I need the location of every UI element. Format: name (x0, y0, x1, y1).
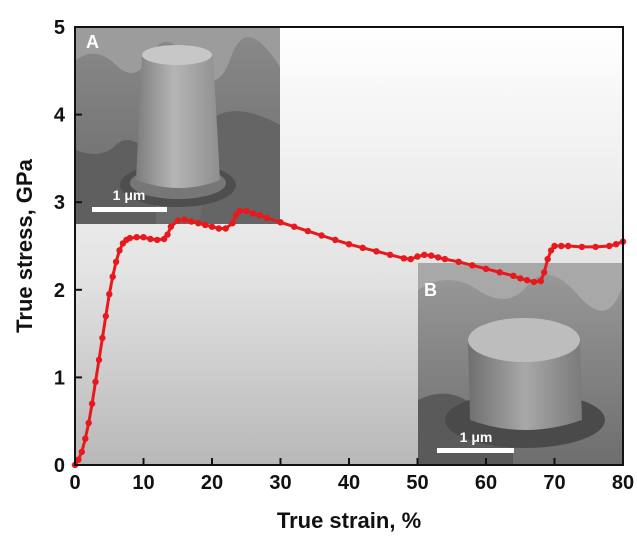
data-point (345, 241, 353, 248)
data-point (188, 218, 195, 225)
data-point (195, 220, 202, 227)
data-point (523, 277, 531, 284)
data-point (229, 220, 236, 227)
data-point (256, 212, 264, 219)
data-point (243, 207, 250, 215)
data-point (551, 242, 558, 250)
data-point (78, 448, 86, 456)
y-axis-ticks: 0 1 2 3 4 5 (54, 17, 82, 477)
x-tick-label: 50 (406, 472, 428, 494)
data-point (160, 235, 168, 243)
data-point (510, 272, 517, 279)
data-point (126, 234, 133, 242)
data-point (547, 247, 555, 254)
data-point (482, 265, 490, 272)
data-point (373, 248, 380, 255)
x-tick-label: 70 (543, 472, 565, 494)
data-point (232, 212, 240, 219)
data-point (236, 207, 243, 215)
series-points (71, 207, 627, 469)
data-point (565, 242, 572, 250)
data-point (116, 247, 123, 254)
y-tick-label: 5 (54, 17, 65, 39)
data-point (106, 291, 113, 298)
data-point (530, 278, 538, 286)
data-point (154, 236, 161, 244)
data-point (92, 378, 99, 385)
data-point (215, 225, 222, 232)
data-point (414, 253, 421, 260)
inset-a-letter: A (86, 32, 99, 52)
data-point (112, 258, 120, 265)
data-point (455, 258, 462, 265)
data-point (75, 456, 82, 463)
x-tick-label: 10 (132, 472, 154, 494)
y-axis-label: True stress, GPa (12, 158, 37, 332)
y-tick-label: 3 (54, 192, 65, 214)
data-point (147, 235, 154, 243)
y-tick-label: 2 (54, 280, 65, 302)
data-point (277, 219, 284, 226)
data-point (102, 312, 110, 320)
data-point (434, 254, 442, 261)
data-point (202, 221, 209, 229)
data-point (612, 241, 620, 248)
y-tick-label: 1 (54, 367, 65, 389)
x-axis-ticks: 0 10 20 30 40 50 60 70 80 (69, 458, 634, 494)
inset-a-scale-label: 1 μm (113, 187, 146, 203)
data-point (537, 277, 544, 285)
data-point (428, 252, 435, 259)
y-tick-label: 0 (54, 455, 65, 477)
data-point (164, 231, 171, 238)
inset-b-scale-label: 1 μm (460, 429, 493, 445)
data-point (167, 223, 175, 230)
data-point (85, 419, 92, 427)
x-tick-label: 60 (475, 472, 497, 494)
data-point (407, 255, 414, 263)
inset-b-letter: B (424, 280, 437, 300)
data-point (249, 210, 257, 217)
data-point (558, 242, 565, 250)
inset-a-micrograph: 1 μm A (76, 28, 280, 224)
data-point (544, 255, 551, 263)
x-tick-label: 30 (269, 472, 291, 494)
data-point (359, 244, 366, 251)
x-tick-label: 20 (201, 472, 223, 494)
inset-b-micrograph: 1 μm B (418, 263, 622, 464)
data-point (88, 400, 96, 407)
data-point (109, 273, 116, 280)
data-point (140, 234, 147, 241)
data-point (222, 225, 229, 232)
data-point (592, 243, 599, 251)
data-point (541, 269, 548, 276)
data-point (386, 251, 394, 258)
y-tick-label: 4 (54, 105, 66, 127)
x-tick-label: 80 (612, 472, 634, 494)
data-point (208, 223, 216, 230)
data-point (469, 262, 476, 269)
data-point (263, 214, 270, 222)
data-point (318, 232, 325, 239)
x-tick-label: 0 (69, 472, 80, 494)
data-point (400, 255, 407, 262)
x-tick-label: 40 (338, 472, 360, 494)
data-point (421, 251, 428, 258)
data-point (517, 275, 524, 282)
x-axis-label: True strain, % (277, 508, 421, 533)
data-point (304, 227, 312, 235)
data-point (133, 234, 140, 241)
data-point (496, 269, 503, 276)
data-point (99, 334, 106, 342)
data-point (95, 356, 103, 364)
data-point (578, 243, 586, 251)
data-point (441, 255, 449, 263)
data-point (174, 217, 181, 224)
data-point (181, 216, 188, 223)
data-point (291, 223, 298, 230)
data-point (606, 242, 613, 250)
data-point (332, 236, 339, 244)
data-point (82, 435, 89, 442)
